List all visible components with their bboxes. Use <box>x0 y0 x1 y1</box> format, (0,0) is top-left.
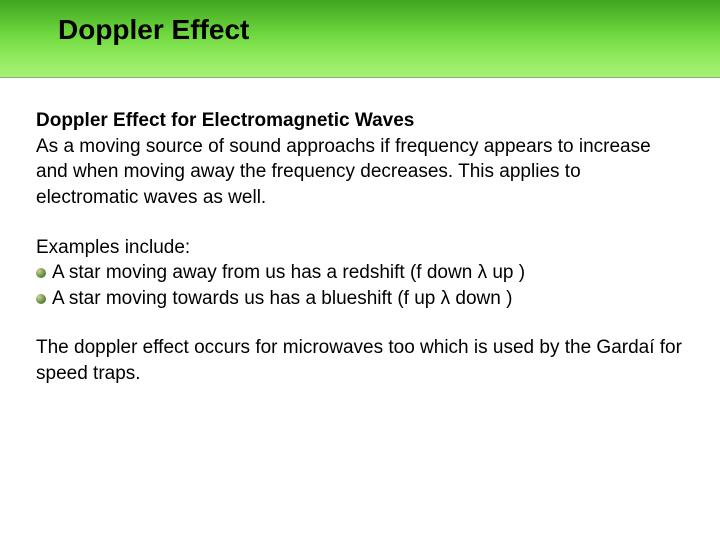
slide-title: Doppler Effect <box>58 14 249 46</box>
closing-text: The doppler effect occurs for microwaves… <box>36 335 684 386</box>
subheading: Doppler Effect for Electromagnetic Waves <box>36 110 414 131</box>
list-item: A star moving towards us has a blueshift… <box>36 286 684 312</box>
examples-block: Examples include: A star moving away fro… <box>36 235 684 312</box>
intro-text: As a moving source of sound approachs if… <box>36 136 651 208</box>
bullet-icon <box>36 294 46 304</box>
bullet-icon <box>36 268 46 278</box>
intro-block: Doppler Effect for Electromagnetic Waves… <box>36 108 684 211</box>
bullet-text: A star moving away from us has a redshif… <box>52 260 525 286</box>
header-band: Doppler Effect <box>0 0 720 78</box>
list-item: A star moving away from us has a redshif… <box>36 260 684 286</box>
bullet-text: A star moving towards us has a blueshift… <box>52 286 512 312</box>
slide-content: Doppler Effect for Electromagnetic Waves… <box>0 78 720 387</box>
examples-label: Examples include: <box>36 235 684 261</box>
